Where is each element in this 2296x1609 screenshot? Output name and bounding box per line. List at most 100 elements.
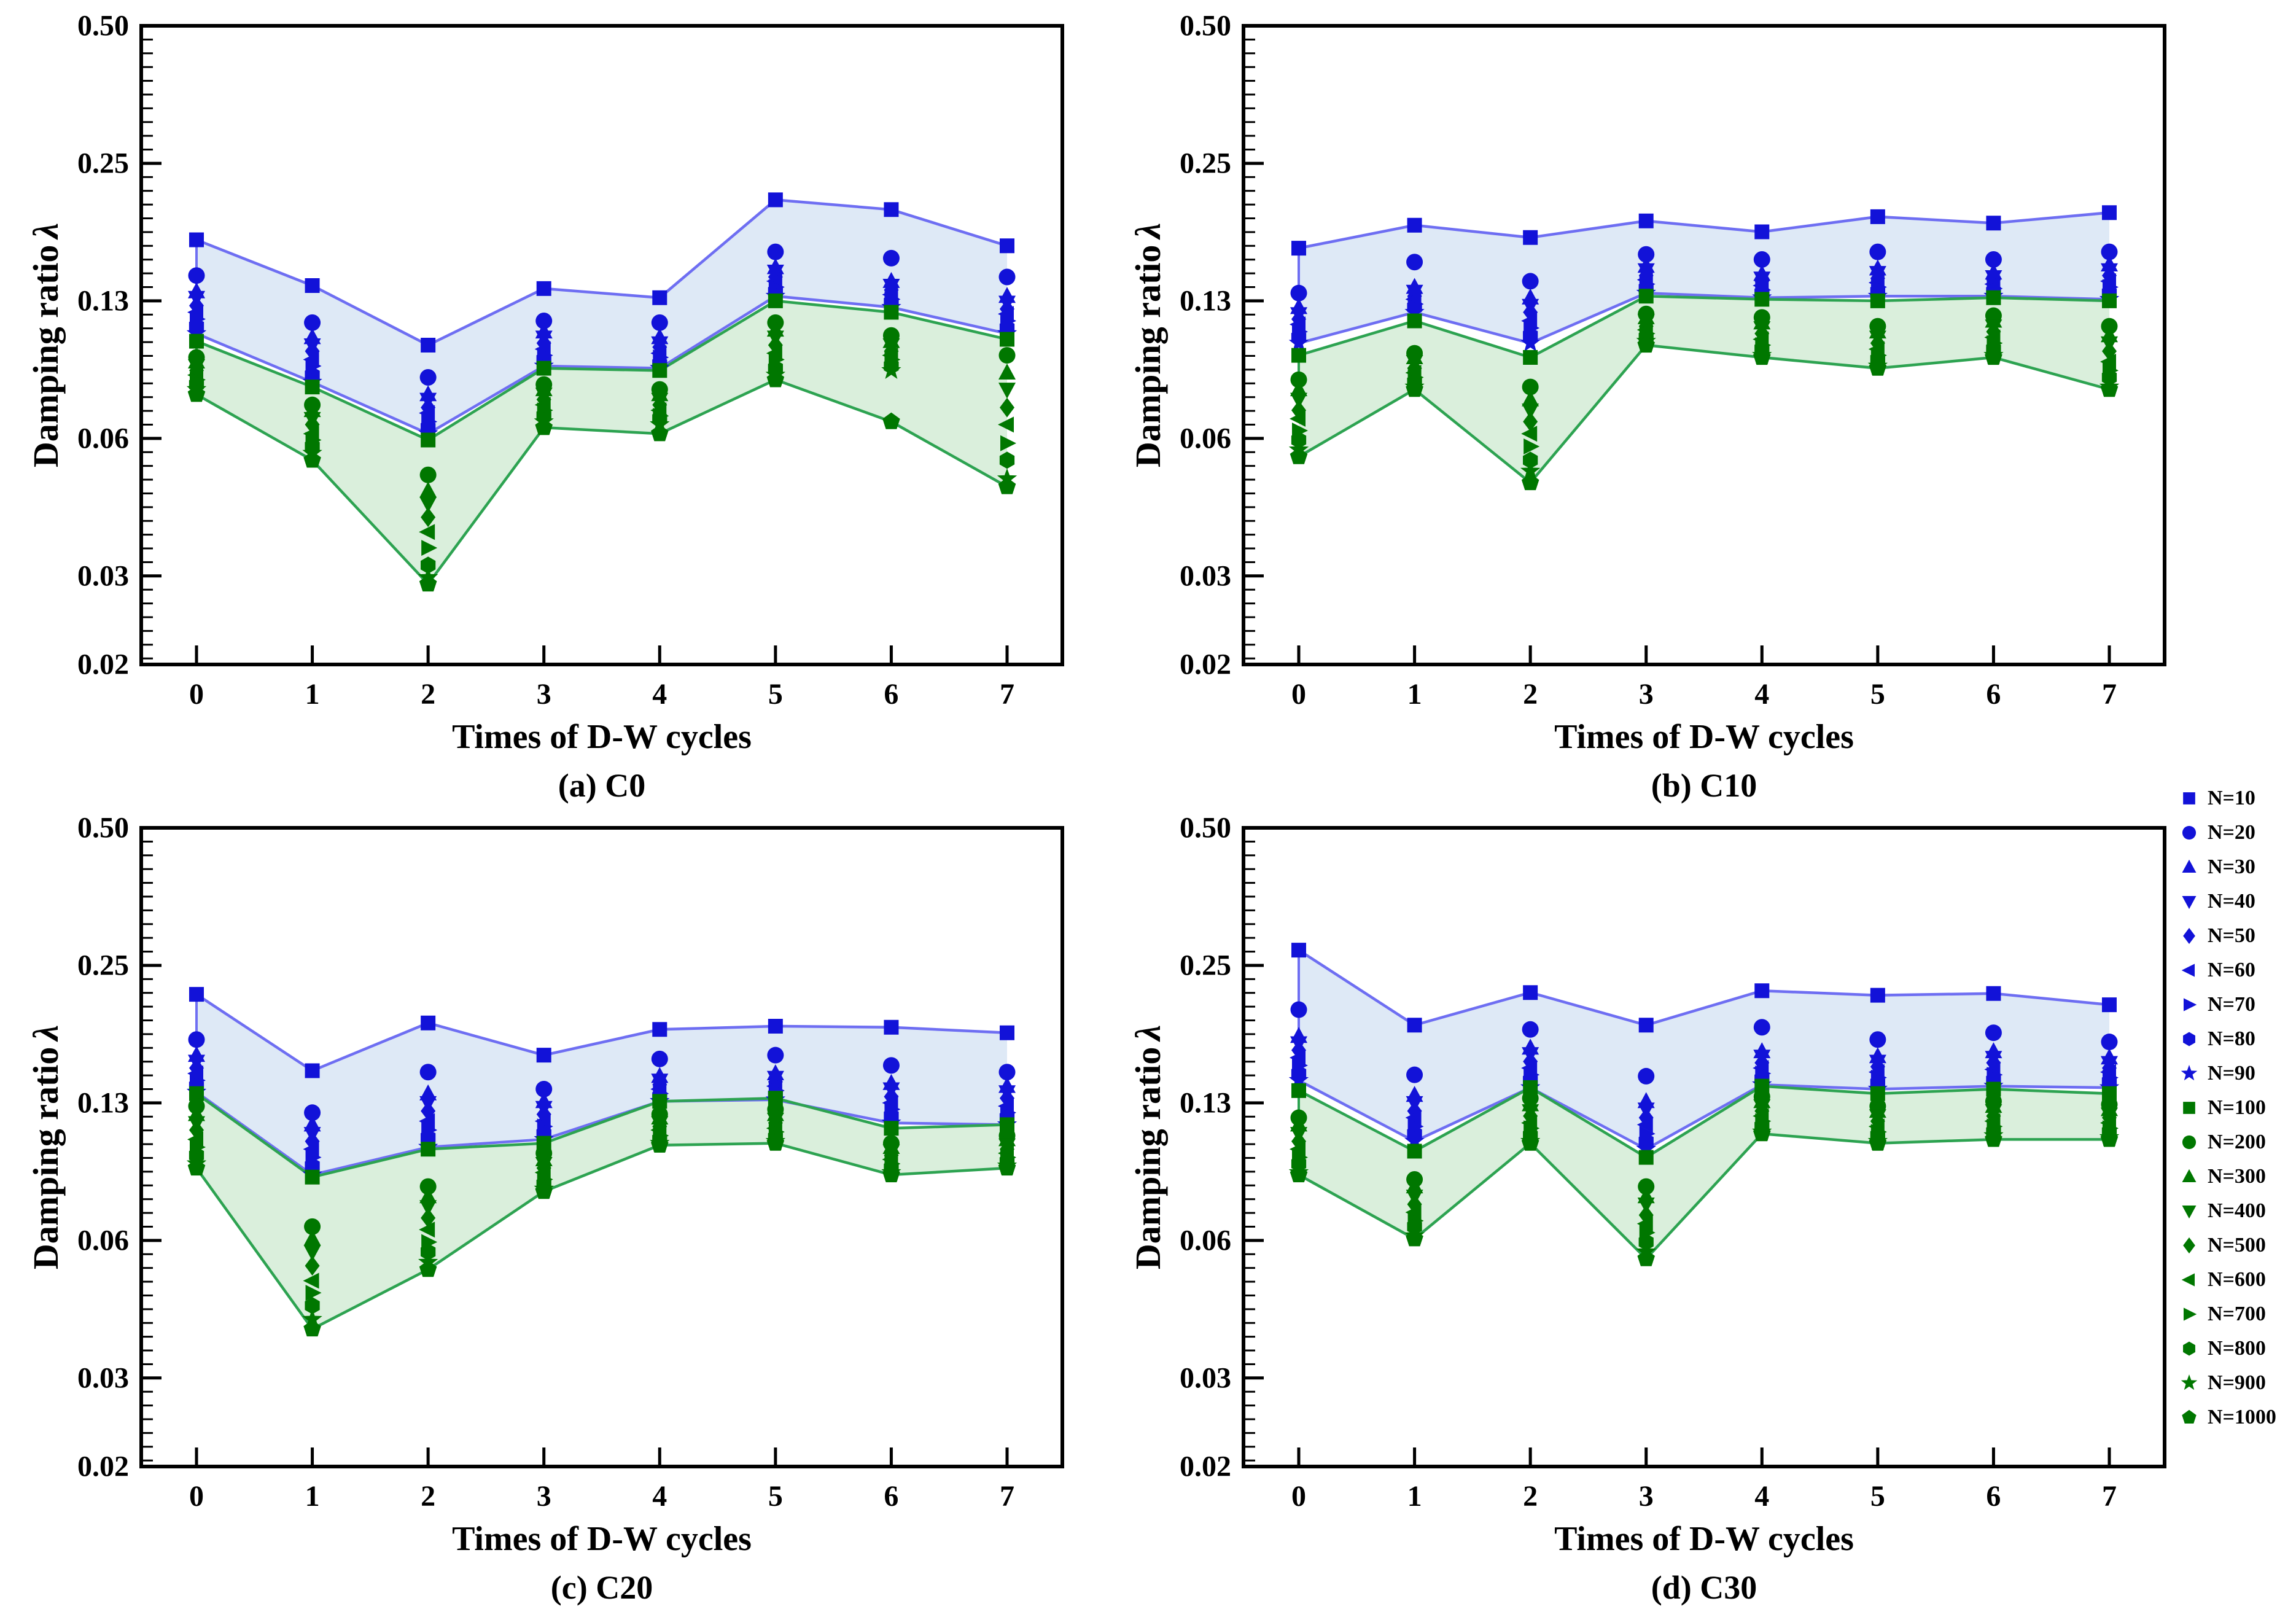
data-point-pentagon [1521,473,1539,491]
y-tick-label: 0.06 [77,422,129,454]
data-point-square [1870,293,1885,308]
data-point-pentagon [1406,380,1423,397]
data-point-pentagon [1637,1249,1655,1266]
data-point-triangle-down [998,383,1016,399]
blue-band [197,994,1007,1175]
data-point-square [189,1086,204,1101]
y-tick-label: 0.13 [77,1086,129,1119]
x-tick-label: 1 [1407,678,1422,711]
data-point-star [186,323,207,342]
legend-label: N=20 [2208,821,2255,844]
lambda-symbol: λ [26,222,66,239]
data-point-square [1986,986,2001,1001]
y-tick-label: 0.50 [1180,812,1231,844]
data-point-circle [1753,251,1770,268]
data-point-triangle-left [187,1131,203,1148]
legend-item: N=20 [2177,816,2296,850]
data-point-diamond [305,1256,320,1276]
data-point-circle [998,1064,1016,1081]
data-point-triangle-left [2181,1273,2195,1287]
x-tick-label: 3 [537,1480,551,1513]
y-tick-label: 0.13 [77,284,129,317]
data-point-hexagon [999,451,1015,469]
data-point-circle [1638,246,1655,263]
legend-item: N=500 [2177,1228,2296,1263]
subplot-b-caption: (b) C10 [1651,767,1757,804]
legend-item: N=600 [2177,1263,2296,1297]
legend-marker-triangle-up-icon [2182,859,2197,873]
data-point-triangle-up [2182,1169,2197,1183]
green-band [1299,1086,2109,1259]
series-line-N=1000 [195,1142,1008,1331]
green-band [1299,296,2109,483]
data-point-square [768,192,783,208]
legend-item: N=1000 [2177,1400,2296,1435]
data-point-triangle-right [2183,1307,2197,1321]
x-tick-label: 0 [1291,678,1306,711]
data-point-circle [651,1050,668,1067]
data-point-square [1638,1150,1654,1165]
data-point-pentagon [766,1134,785,1151]
data-point-square [768,1091,783,1106]
x-axis-label-d: Times of D-W cycles [1554,1520,1854,1558]
data-point-square [884,1019,899,1035]
legend-label: N=30 [2208,855,2255,878]
data-point-diamond [2102,1108,2117,1128]
data-point-triangle-left [419,1221,435,1238]
data-point-square [652,363,667,378]
subplot-c-plot-area: 0.50 0.25 0.13 0.06 0.03 0.02 0 1 2 3 4 5 6 7 [77,812,1064,1513]
data-point-square [884,305,899,320]
y-axis-label-text: Damping ratio [26,244,66,468]
data-point-triangle-up [303,1229,321,1246]
data-point-pentagon [419,574,437,592]
data-point-circle [188,267,205,284]
x-tick-label: 5 [1870,678,1885,711]
data-point-pentagon [882,412,900,429]
x-tick-label: 4 [652,678,667,711]
x-tick-label: 0 [189,678,204,711]
y-tick-label: 0.03 [1180,559,1231,592]
data-point-pentagon [1869,359,1887,376]
data-point-triangle-up [1290,380,1307,397]
legend-marker-triangle-down-icon [2182,895,2197,910]
data-point-circle [1753,1019,1770,1036]
data-point-triangle-up [419,1187,437,1204]
series-line-N=1000 [195,378,1008,586]
legend-marker-diamond-icon [2183,927,2195,945]
y-axis-label-text: Damping ratio [1128,244,1168,468]
data-point-square [1870,1086,1885,1101]
x-tick-label: 6 [1986,678,2001,711]
data-point-diamond [1523,411,1538,432]
data-point-circle [1406,254,1423,271]
data-point-triangle-left [998,416,1014,433]
x-tick-label: 4 [652,1480,667,1513]
legend-item: N=70 [2177,988,2296,1022]
data-point-circle [419,1178,437,1195]
legend-label: N=10 [2208,787,2255,809]
y-axis-label-text: Damping ratio [26,1046,66,1270]
legend-marker-triangle-right-icon [2183,998,2197,1011]
data-point-square [1523,230,1538,245]
data-point-triangle-left [1405,1204,1422,1221]
data-point-circle [2101,1034,2118,1051]
data-point-square [1523,349,1538,365]
legend-marker-hexagon-icon [2183,1032,2195,1046]
data-point-circle [2182,1135,2197,1150]
x-tick-label: 7 [1000,678,1014,711]
data-point-triangle-left [1636,1215,1653,1232]
data-point-circle [882,1057,900,1074]
y-tick-label: 0.06 [1180,422,1231,454]
legend-marker-circle-icon [2182,1135,2197,1150]
y-tick-label: 0.03 [1180,1362,1231,1394]
legend-label: N=600 [2208,1268,2266,1291]
y-tick-label: 0.50 [77,10,129,42]
legend-label: N=90 [2208,1062,2255,1085]
data-point-square [1523,985,1538,1000]
data-point-square [1407,217,1422,233]
data-point-circle [998,347,1016,364]
data-point-square [1291,241,1306,256]
data-point-circle [1290,1001,1307,1018]
y-tick-label: 0.25 [77,949,129,981]
data-point-star [2181,1374,2198,1390]
